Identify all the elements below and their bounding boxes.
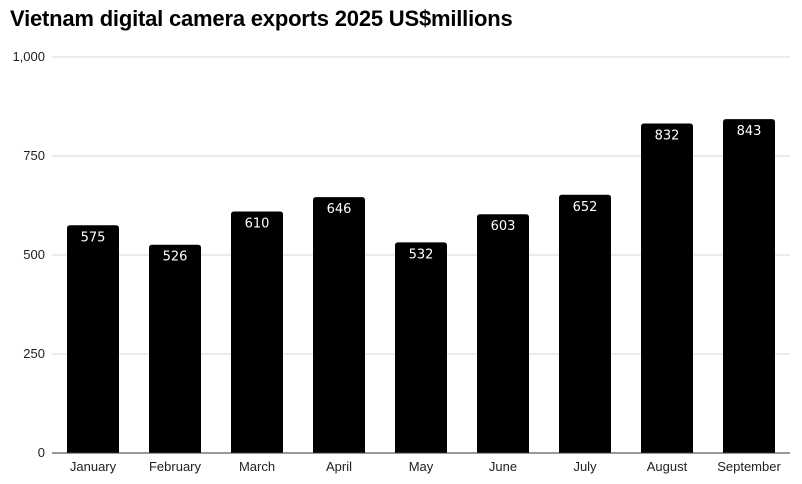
data-label: 532: [409, 247, 434, 262]
x-tick-label: September: [717, 459, 781, 474]
bar-april: [313, 197, 365, 453]
bar-september: [723, 119, 775, 453]
x-tick-label: July: [573, 459, 597, 474]
chart-title: Vietnam digital camera exports 2025 US$m…: [10, 6, 513, 31]
data-label: 646: [327, 202, 352, 217]
data-label: 575: [81, 230, 106, 245]
bar-may: [395, 242, 447, 453]
x-tick-label: August: [647, 459, 688, 474]
bar-august: [641, 123, 693, 453]
axes: 0 250 500 750 1,000 January February March April…: [12, 49, 790, 474]
y-tick-label: 0: [38, 445, 45, 460]
y-tick-label: 750: [23, 148, 45, 163]
bars: 575 526 610 646 532 603 652 832 843: [67, 119, 775, 454]
x-tick-label: February: [149, 459, 202, 474]
bar-june: [477, 214, 529, 453]
x-tick-label: April: [326, 459, 352, 474]
y-tick-label: 250: [23, 346, 45, 361]
x-tick-label: January: [70, 459, 117, 474]
data-label: 652: [573, 200, 598, 215]
y-tick-label: 500: [23, 247, 45, 262]
x-tick-label: June: [489, 459, 517, 474]
data-label: 526: [163, 250, 188, 265]
x-tick-label: March: [239, 459, 275, 474]
bar-march: [231, 211, 283, 453]
x-tick-label: May: [409, 459, 434, 474]
data-label: 610: [245, 216, 270, 231]
data-label: 603: [491, 219, 516, 234]
data-label: 832: [655, 129, 680, 144]
bar-january: [67, 225, 119, 453]
bar-february: [149, 244, 201, 453]
data-label: 843: [737, 124, 762, 139]
y-tick-label: 1,000: [12, 49, 45, 64]
bar-july: [559, 194, 611, 454]
